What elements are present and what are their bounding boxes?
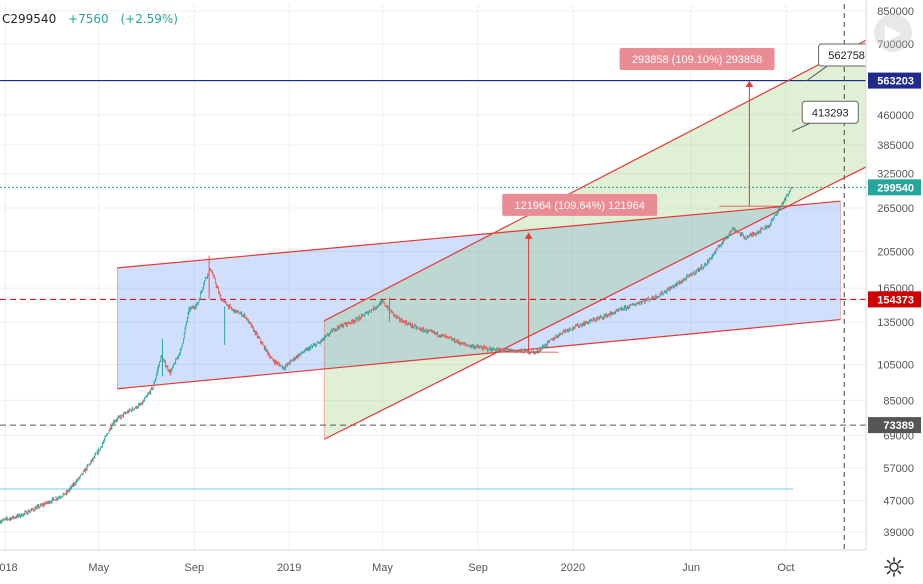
y-tick-label: 39000 bbox=[883, 527, 914, 539]
line-299540-axis-tag bbox=[868, 179, 921, 196]
measure-tools: 121964 (109.64%) 121964 293858 (109.10%) … bbox=[498, 43, 876, 353]
callout-413293-box bbox=[801, 100, 859, 124]
symbol-last: C299540 bbox=[2, 12, 56, 26]
line-154373-axis-tag bbox=[868, 291, 921, 308]
measure-2020-label-bg bbox=[619, 47, 775, 70]
y-tick-label: 57000 bbox=[883, 463, 914, 475]
line-299540-axis-label: 299540 bbox=[877, 182, 914, 194]
price-change: +7560 bbox=[68, 12, 109, 26]
x-tick-label: May bbox=[372, 562, 393, 574]
x-tick-label: May bbox=[88, 562, 109, 574]
green-channel-upper-line bbox=[323, 39, 867, 322]
y-tick-label: 385000 bbox=[877, 140, 914, 152]
y-tick-label: 850000 bbox=[877, 6, 914, 18]
price-axis-bg bbox=[866, 0, 923, 581]
vertical-gridlines bbox=[4, 4, 787, 550]
x-tick-label: Oct bbox=[777, 562, 794, 574]
measure-2020-label: 293858 (109.10%) 293858 bbox=[632, 54, 762, 66]
x-tick-label: Jun bbox=[682, 562, 700, 574]
x-tick-label: 2019 bbox=[277, 562, 301, 574]
y-tick-label: 265000 bbox=[877, 203, 914, 215]
channel-fills bbox=[117, 40, 866, 440]
callout-413293-pointer bbox=[791, 121, 813, 132]
last-price: 299540 bbox=[10, 12, 57, 26]
x-tick-label: Sep bbox=[185, 562, 205, 574]
green-channel-fill bbox=[324, 40, 866, 440]
blue-channel-lower-line bbox=[117, 318, 841, 390]
callout-562758-label: 562758 bbox=[828, 50, 865, 62]
price-change-pct: (+2.59%) bbox=[120, 12, 178, 26]
blue-channel-fill bbox=[117, 201, 841, 389]
y-tick-label: 47000 bbox=[883, 495, 914, 507]
y-tick-label: 105000 bbox=[877, 360, 914, 372]
price-axis: 8500007000005600004600003850003250002650… bbox=[865, 0, 923, 581]
candles bbox=[0, 186, 793, 524]
callout-562758-pointer bbox=[806, 64, 829, 82]
y-tick-label: 85000 bbox=[883, 395, 914, 407]
measure-2020-arrow-head bbox=[745, 80, 754, 87]
callout-413293-label: 413293 bbox=[812, 107, 849, 119]
line-563203-axis-tag bbox=[868, 72, 921, 89]
gear-icon[interactable] bbox=[882, 555, 906, 579]
y-tick-label: 205000 bbox=[877, 246, 914, 258]
measure-2019-label: 121964 (109.64%) 121964 bbox=[515, 200, 645, 212]
y-tick-label: 460000 bbox=[877, 110, 914, 122]
symbol-header: C299540 +7560 (+2.59%) bbox=[2, 12, 186, 26]
x-tick-label: 2020 bbox=[561, 562, 585, 574]
green-channel-lower-line bbox=[323, 166, 867, 440]
horizontal-gridlines bbox=[0, 10, 866, 533]
symbol: C bbox=[2, 12, 11, 26]
line-563203-axis-label: 563203 bbox=[877, 76, 914, 88]
horizontal-price-lines bbox=[0, 4, 866, 550]
y-tick-label: 69000 bbox=[883, 431, 914, 443]
logo-icon[interactable]: ▶ bbox=[874, 14, 912, 52]
measure-2019-arrow-head bbox=[524, 232, 533, 239]
blue-channel-upper-line bbox=[117, 200, 841, 269]
y-tick-label: 700000 bbox=[877, 39, 914, 51]
y-tick-label: 325000 bbox=[877, 169, 914, 181]
measure-2019-label-bg bbox=[502, 193, 658, 216]
x-tick-label: Sep bbox=[468, 562, 488, 574]
x-tick-label: 2018 bbox=[0, 562, 18, 574]
line-154373-axis-label: 154373 bbox=[877, 294, 914, 306]
line-73389-axis-tag bbox=[868, 417, 921, 434]
y-tick-label: 135000 bbox=[877, 317, 914, 329]
line-73389-axis-label: 73389 bbox=[883, 420, 914, 432]
time-axis-bg bbox=[0, 550, 866, 581]
time-axis: 2018 May Sep 2019 May Sep 2020 Jun Oct bbox=[0, 549, 866, 581]
